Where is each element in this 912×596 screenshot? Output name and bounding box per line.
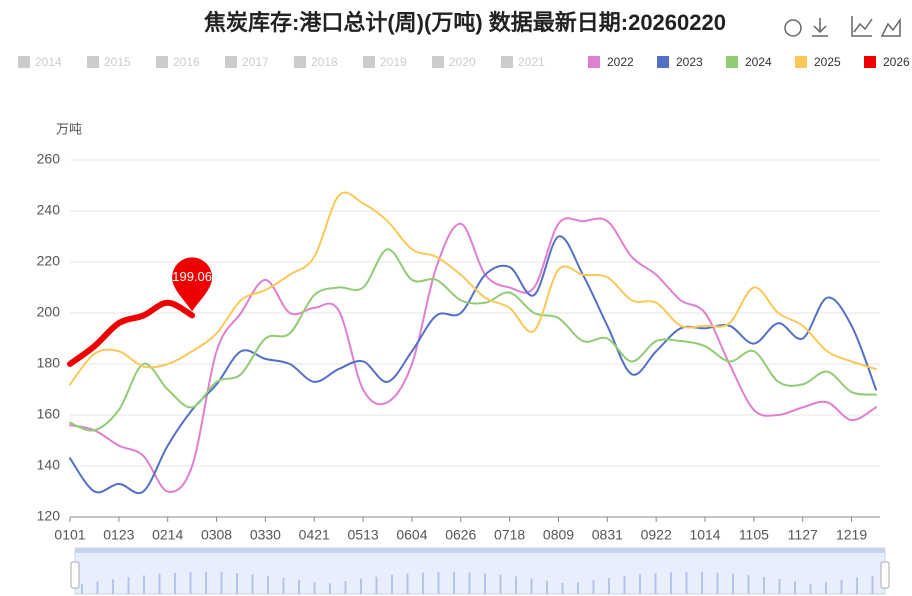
mark-label: 199.06 [172, 269, 212, 284]
x-tick-label: 0330 [250, 527, 281, 543]
y-tick-label: 220 [37, 253, 61, 269]
x-tick-label: 0831 [592, 527, 623, 543]
x-tick-label: 1014 [689, 527, 720, 543]
mark-pin [172, 257, 213, 312]
x-tick-label: 0101 [54, 527, 85, 543]
x-tick-label: 0308 [201, 527, 232, 543]
legend-label: 2026 [883, 55, 910, 69]
slider-bar [75, 548, 885, 553]
chart-title: 焦炭库存:港口总计(周)(万吨) 数据最新日期:20260220 [203, 10, 726, 35]
legend-swatch [363, 56, 375, 68]
x-tick-label: 1105 [739, 527, 769, 543]
legend-swatch [156, 56, 168, 68]
y-tick-label: 160 [37, 406, 61, 422]
legend-swatch [432, 56, 444, 68]
x-tick-label: 0809 [543, 527, 574, 543]
toolbox [784, 16, 901, 37]
x-tick-label: 0604 [396, 527, 427, 543]
legend-label: 2015 [104, 55, 131, 69]
y-tick-label: 120 [37, 508, 61, 524]
x-tick-label: 0123 [103, 527, 134, 543]
legend-swatch [501, 56, 513, 68]
legend-label: 2016 [173, 55, 200, 69]
x-tick-label: 0214 [152, 527, 183, 543]
legend-label: 2024 [745, 55, 772, 69]
legend-swatch [726, 56, 738, 68]
y-tick-label: 240 [37, 202, 61, 218]
legend-label: 2022 [607, 55, 634, 69]
legend-swatch [294, 56, 306, 68]
legend-swatch [18, 56, 30, 68]
legend-swatch [87, 56, 99, 68]
y-tick-label: 260 [37, 151, 61, 167]
x-tick-label: 0718 [494, 527, 525, 543]
series-line [67, 299, 196, 367]
x-tick-label: 0513 [348, 527, 379, 543]
legend-label: 2019 [380, 55, 407, 69]
legend-label: 2021 [518, 55, 545, 69]
line-icon[interactable] [851, 16, 873, 37]
legend-label: 2014 [35, 55, 62, 69]
legend-swatch [795, 56, 807, 68]
legend-swatch [657, 56, 669, 68]
x-tick-label: 1127 [788, 527, 818, 543]
legend-swatch [225, 56, 237, 68]
series-line [69, 248, 877, 432]
series-line [69, 191, 877, 386]
x-tick-label: 0922 [641, 527, 672, 543]
refresh-icon[interactable] [784, 19, 802, 37]
y-tick-label: 140 [37, 457, 61, 473]
legend-swatch [864, 56, 876, 68]
legend-swatch [588, 56, 600, 68]
download-icon[interactable] [812, 18, 828, 37]
legend-label: 2018 [311, 55, 338, 69]
y-tick-label: 200 [37, 304, 61, 320]
slider-handle[interactable] [70, 561, 80, 589]
legend-label: 2017 [242, 55, 269, 69]
series-line [69, 217, 877, 493]
slider-track[interactable] [74, 547, 886, 595]
slider-handle[interactable] [880, 561, 890, 589]
legend-label: 2023 [676, 55, 703, 69]
zoom-slider [70, 547, 890, 595]
x-tick-label: 1219 [836, 527, 867, 543]
legend-label: 2020 [449, 55, 476, 69]
area-icon[interactable] [880, 17, 901, 37]
x-tick-label: 0626 [445, 527, 476, 543]
x-tick-label: 0421 [299, 527, 330, 543]
y-tick-label: 180 [37, 355, 61, 371]
legend-label: 2025 [814, 55, 841, 69]
y-axis-label: 万吨 [56, 121, 82, 136]
